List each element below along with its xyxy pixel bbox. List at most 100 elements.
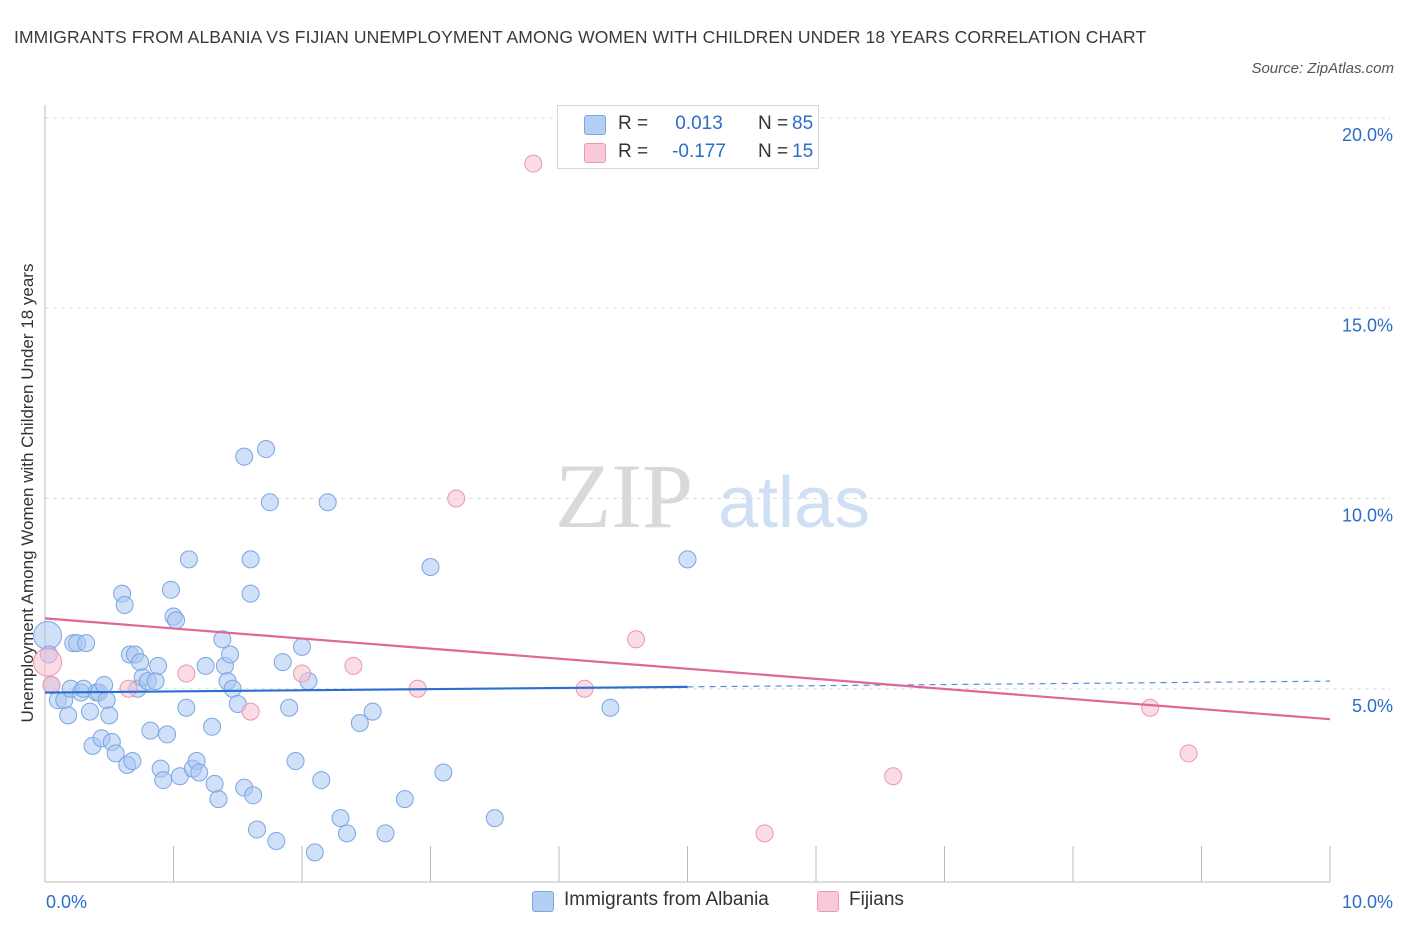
fijians-point bbox=[1179, 744, 1198, 763]
albania-point bbox=[179, 550, 198, 569]
fijians-trend-line bbox=[44, 617, 1331, 721]
tick-labels: 5.0% 10.0% 15.0% 20.0% 0.0% 10.0% bbox=[46, 125, 1393, 912]
fijians-point bbox=[241, 702, 260, 721]
legend-r-value-albania: 0.013 bbox=[675, 113, 723, 134]
albania-point bbox=[267, 831, 286, 850]
albania-point bbox=[601, 698, 620, 717]
albania-point bbox=[146, 672, 165, 691]
trend-lines bbox=[44, 617, 1331, 721]
y-tick-label: 15.0% bbox=[1342, 315, 1393, 335]
albania-point bbox=[273, 653, 292, 672]
y-tick-label: 5.0% bbox=[1352, 696, 1393, 716]
fijians-point bbox=[1141, 698, 1160, 717]
chart-source: Source: ZipAtlas.com bbox=[1251, 60, 1394, 77]
albania-point bbox=[161, 580, 180, 599]
albania-point bbox=[395, 790, 414, 809]
axes bbox=[44, 105, 1331, 883]
bottom-legend-label-fijians: Fijians bbox=[849, 889, 904, 910]
albania-point bbox=[331, 809, 350, 828]
watermark-atlas: atlas bbox=[718, 463, 870, 543]
fijians-point bbox=[884, 767, 903, 786]
legend-r-value-fijians: -0.177 bbox=[672, 141, 726, 162]
albania-point bbox=[77, 634, 96, 653]
albania-point bbox=[376, 824, 395, 843]
albania-point bbox=[154, 771, 173, 790]
albania-point bbox=[203, 717, 222, 736]
albania-point bbox=[350, 713, 369, 732]
albania-point bbox=[59, 706, 78, 725]
albania-point bbox=[223, 679, 242, 698]
albania-point bbox=[141, 721, 160, 740]
albania-point bbox=[241, 550, 260, 569]
grid-lines bbox=[45, 117, 1390, 690]
legend-swatch-fijians bbox=[584, 143, 606, 163]
bottom-legend-swatch-fijians bbox=[817, 891, 839, 912]
fijians-point bbox=[344, 656, 363, 675]
albania-point bbox=[100, 706, 119, 725]
albania-point bbox=[421, 557, 440, 576]
albania-point bbox=[205, 774, 224, 793]
albania-trend-line bbox=[44, 685, 688, 694]
fijians-point bbox=[119, 679, 138, 698]
albania-point bbox=[123, 752, 142, 771]
albania-point bbox=[190, 763, 209, 782]
albania-point bbox=[363, 702, 382, 721]
albania-point bbox=[248, 820, 267, 839]
albania-point bbox=[177, 698, 196, 717]
albania-point bbox=[33, 620, 63, 650]
albania-point bbox=[209, 790, 228, 809]
albania-point bbox=[115, 596, 134, 615]
series-fijians-points bbox=[33, 154, 1198, 843]
fijians-point bbox=[177, 664, 196, 683]
y-axis-label: Unemployment Among Women with Children U… bbox=[18, 264, 37, 723]
albania-point bbox=[678, 550, 697, 569]
x-tick-label: 0.0% bbox=[46, 892, 87, 912]
albania-point bbox=[80, 702, 99, 721]
albania-point bbox=[241, 584, 260, 603]
albania-point bbox=[257, 440, 276, 459]
legend-n-label: N = bbox=[758, 141, 789, 162]
legend-n-value-fijians: 15 bbox=[792, 141, 814, 162]
legend-r-label: R = bbox=[618, 141, 649, 162]
albania-point bbox=[158, 725, 177, 744]
legend-r-label: R = bbox=[618, 113, 649, 134]
albania-point bbox=[196, 656, 215, 675]
albania-point bbox=[106, 744, 125, 763]
albania-trend-extension bbox=[687, 680, 1331, 688]
albania-point bbox=[286, 752, 305, 771]
albania-point bbox=[434, 763, 453, 782]
y-tick-label: 20.0% bbox=[1342, 125, 1393, 145]
albania-point bbox=[312, 771, 331, 790]
albania-point bbox=[167, 611, 186, 630]
fijians-point bbox=[33, 647, 63, 677]
bottom-legend-label-albania: Immigrants from Albania bbox=[564, 889, 769, 910]
fijians-point bbox=[293, 664, 311, 683]
watermark-zip: ZIP bbox=[555, 445, 693, 547]
fijians-point bbox=[42, 675, 61, 694]
series-albania-points bbox=[33, 440, 697, 862]
fijians-point bbox=[447, 489, 466, 508]
albania-point bbox=[131, 653, 150, 672]
albania-point bbox=[260, 493, 279, 512]
y-tick-label: 10.0% bbox=[1342, 506, 1393, 526]
fijians-point bbox=[524, 154, 543, 173]
albania-point bbox=[221, 645, 240, 664]
watermark: ZIP atlas bbox=[555, 445, 870, 547]
legend-n-value-albania: 85 bbox=[792, 113, 814, 134]
correlation-legend: R = 0.013 N = 85 R = -0.177 N = 15 bbox=[557, 105, 819, 169]
albania-point bbox=[213, 630, 232, 649]
albania-point bbox=[244, 786, 263, 805]
albania-point bbox=[485, 809, 504, 828]
albania-point bbox=[293, 637, 311, 656]
fijians-point bbox=[755, 824, 774, 843]
fijians-point bbox=[627, 630, 646, 649]
albania-point bbox=[149, 656, 168, 675]
albania-point bbox=[305, 843, 324, 862]
legend-swatch-albania bbox=[584, 115, 606, 135]
x-tick-label: 10.0% bbox=[1342, 892, 1393, 912]
bottom-legend-swatch-albania bbox=[532, 891, 554, 912]
legend-n-label: N = bbox=[758, 113, 789, 134]
albania-point bbox=[97, 691, 116, 710]
albania-point bbox=[318, 493, 337, 512]
